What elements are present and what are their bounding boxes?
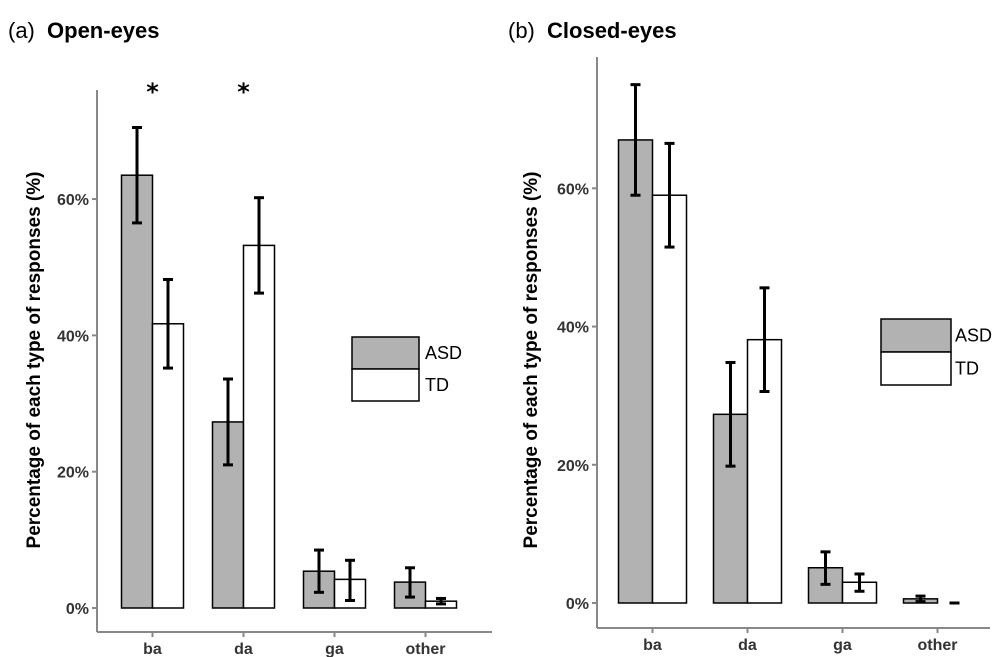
error-bar-asd-ba [132,125,142,225]
svg-text:(a) Open-eyes: (a) Open-eyes [8,18,160,43]
legend-label-td: TD [955,359,979,379]
bar-asd-ba [617,139,654,604]
error-bar-asd-other [915,594,926,604]
error-bar-td-ba [163,277,173,370]
error-bar-td-other [436,596,446,606]
panel-closed-eyes: (b) Closed-eyes Percentage of each type … [508,18,992,654]
x-tick-label-other: other [406,641,446,657]
y-tick-label: 40% [57,328,89,345]
bar-asd-ba [120,174,154,609]
y-tick-label: 60% [557,181,589,198]
legend-label-asd: ASD [425,343,462,363]
error-bar-asd-da [725,360,736,468]
legend-swatch-td [351,368,420,402]
panel-a-ylabel: Percentage of each type of responses (%) [24,172,45,549]
error-bar-td-ga [345,558,355,603]
error-bar-asd-other [405,566,415,599]
y-tick-label: 0% [566,596,589,613]
x-tick-label-da: da [234,641,253,657]
x-tick-label-ba: ba [643,637,662,654]
x-tick-label-ga: ga [325,641,344,657]
y-tick-label: 20% [57,465,89,482]
legend-swatch-td [880,351,952,386]
y-tick-label: 60% [57,192,89,209]
panel-a-label: (a) [8,18,35,43]
error-bar-td-da [759,286,770,394]
legend: ASD TD [351,336,462,402]
panel-open-eyes: (a) Open-eyes Percentage of each type of… [8,18,492,657]
legend: ASD TD [880,318,992,386]
legend-swatch-asd [880,318,952,353]
panel-b-ylabel: Percentage of each type of responses (%) [521,172,542,549]
error-bar-td-ba [664,141,675,249]
bar-td-ba [651,194,688,604]
error-bar-td-ga [854,572,865,593]
panel-b-title: Closed-eyes [547,18,677,43]
panel-b-label: (b) [508,18,535,43]
x-tick-label-da: da [738,637,757,654]
bar-td-da [242,244,276,609]
legend-label-asd: ASD [955,326,992,346]
y-tick-label: 0% [66,601,89,618]
significance-star-ba: * [146,78,159,106]
error-bar-td-da [254,196,264,295]
y-tick-label: 20% [557,458,589,475]
error-bar-asd-ga [314,548,324,594]
error-bar-asd-ga [820,550,831,586]
y-tick-label: 40% [557,320,589,337]
x-tick-label-ga: ga [833,637,852,654]
error-bar-asd-ba [630,83,641,197]
significance-star-da: * [237,78,250,106]
x-tick-label-ba: ba [143,641,162,657]
panel-a-title: Open-eyes [47,18,160,43]
legend-swatch-asd [351,336,420,370]
legend-label-td: TD [425,375,449,395]
x-tick-label-other: other [918,637,958,654]
svg-text:(b) Closed-eyes: (b) Closed-eyes [508,18,677,43]
error-bar-asd-da [223,377,233,467]
